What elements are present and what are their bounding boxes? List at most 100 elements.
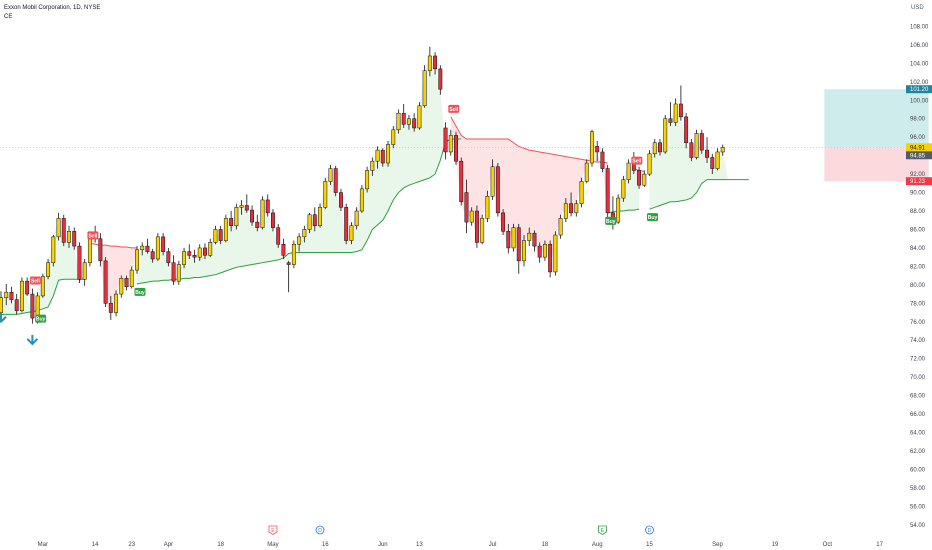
candle-body [365,170,370,190]
candle-body [710,157,715,169]
time-tick-label: Jul [489,542,497,548]
dividend-marker-icon [315,525,325,535]
down-arrow-icon [26,334,39,346]
signal-labels: Sell Buy Sell Buy Sell Buy Sell Buy [0,104,659,346]
last-close-label-bg [906,151,932,160]
signal-sell-label: Sell [31,279,41,285]
last-price-label: 94.91 [910,145,926,151]
candle-body [302,229,307,238]
chandelier-long-stop [136,138,462,285]
time-tick-label: 13 [416,542,423,548]
candle-body [344,207,349,241]
candle-body [427,55,432,72]
price-tick-label: 102.00 [910,80,929,86]
stop-price-label-bg [906,177,932,186]
price-tick-label: 86.00 [910,227,926,233]
chandelier-lines [0,116,906,315]
event-marker-label: E [271,528,275,534]
price-tick-label: 56.00 [910,504,926,510]
price-tick-label: 66.00 [910,412,926,418]
candle-body [291,243,296,265]
candle-body [119,278,124,295]
time-tick-label: Mar [38,542,48,548]
position-target-zone [824,89,929,148]
event-marker-label: D [318,528,322,534]
indicator-name[interactable]: CE [4,14,13,20]
candle-body [542,243,547,258]
candle-body [616,197,621,223]
signal-buy-label: Buy [36,317,46,323]
time-tick-label: Oct [823,542,833,548]
candle-body [223,218,228,241]
candle-body [4,291,9,299]
price-tick-label: 74.00 [910,338,926,344]
candle-body [192,255,197,258]
candle-body [0,297,3,313]
event-marker-label: E [601,528,605,534]
candle-body [234,207,239,227]
price-tick-label: 64.00 [910,430,926,436]
dividend-marker-icon [645,525,654,535]
price-tick-label: 96.00 [910,135,926,141]
signal-sell-label: Sell [632,159,642,165]
price-tick-label: 92.00 [910,172,926,178]
candle-body [621,179,626,199]
candle-body [490,166,495,197]
last-close-label: 94.85 [910,153,926,159]
candle-body [82,262,87,280]
price-tick-label: 78.00 [910,301,926,307]
time-tick-label: 15 [646,542,653,548]
signal-buy-label: Buy [606,219,616,225]
candle-body [678,103,683,118]
candles[interactable] [0,46,725,324]
candle-body [375,149,380,162]
signal-buy-label: Buy [648,215,658,221]
candle-body [506,231,511,249]
time-axis[interactable]: Mar 14 23 Apr 18 May 16 Jun 13 Jul 18 Aug 15 Sep 19 Oct… [38,542,884,548]
candle-body [474,210,479,243]
price-tick-label: 58.00 [910,486,926,492]
candle-body [516,227,521,262]
candle-body [605,168,610,214]
candle-body [532,232,537,247]
candle-body [103,260,108,304]
candle-body [584,162,589,182]
candle-body [9,291,14,300]
candle-body [203,247,207,256]
price-axis[interactable]: USD 54.00 56.00 58.00 60.00 62.00 64.00 66.00 68… [906,5,932,529]
candle-body [433,55,438,70]
candle-body [145,245,150,252]
candle-body [339,192,343,208]
candle-body [673,103,678,123]
chandelier-fill-layer [1,55,749,319]
candle-body [187,251,192,256]
price-tick-label: 104.00 [910,61,929,67]
candle-body [218,229,223,241]
candle-body [590,131,594,164]
price-tick-label: 54.00 [910,523,926,529]
candle-body [307,214,312,230]
candle-body [469,210,474,223]
candle-body [197,247,202,258]
candle-body [244,205,249,211]
time-tick-label: Jun [378,542,388,548]
candle-body [265,199,270,214]
candle-body [658,142,662,153]
candle-body [72,231,77,247]
candle-body [652,142,657,155]
candle-body [61,218,66,243]
signal-buy-label-bg [35,314,47,323]
candle-body [715,151,720,169]
candle-body [281,243,286,256]
candle-body [129,269,134,287]
symbol-title[interactable]: Exxon Mobil Corporation, 1D, NYSE [4,5,101,11]
candle-body [114,293,119,313]
candle-body [182,251,187,265]
price-tick-label: 106.00 [910,43,929,49]
candle-body [250,209,254,223]
chandelier-fill-long [1,218,85,319]
candle-body [354,210,359,227]
candle-body [150,251,155,260]
